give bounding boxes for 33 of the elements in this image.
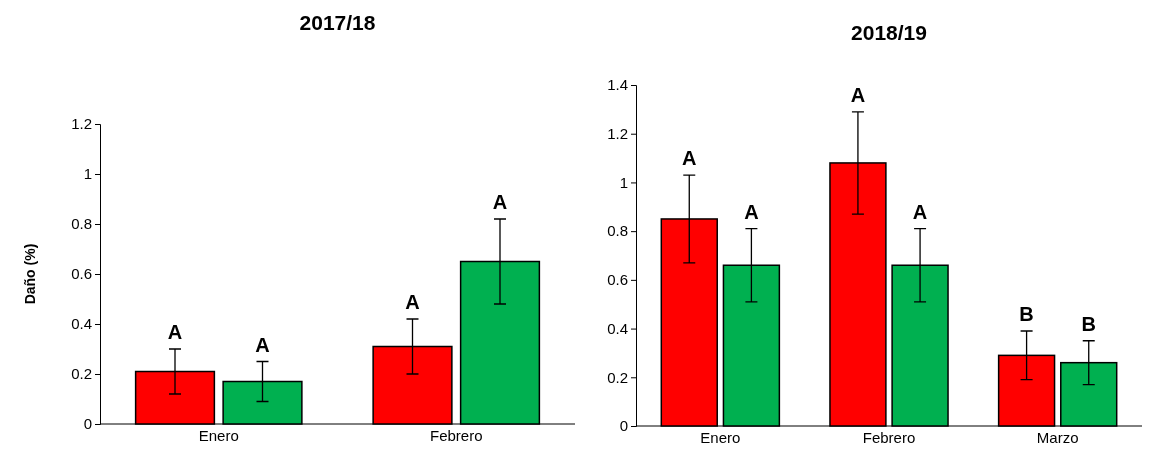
data-label: A (850, 83, 866, 106)
x-tick-label: Febrero (429, 426, 483, 444)
y-tick-label: 0.4 (71, 315, 92, 333)
chart-title: 2018/19 (851, 21, 927, 44)
y-tick-label: 0.2 (71, 365, 92, 383)
y-tick-label: 0 (619, 417, 628, 435)
data-label: B (1081, 312, 1096, 335)
data-label: A (744, 200, 759, 223)
x-tick-label: Enero (700, 428, 741, 446)
y-tick-label: 1 (83, 165, 92, 183)
y-tick-label: 0.2 (607, 368, 628, 386)
data-label: A (682, 147, 697, 170)
data-label: A (912, 200, 928, 223)
chart-title: 2017/18 (299, 11, 376, 34)
y-tick-label: 0.8 (607, 222, 628, 240)
data-label: A (167, 321, 183, 343)
y-tick-label: 0.4 (607, 319, 628, 337)
y-axis-title: Daño (%) (22, 243, 38, 305)
data-label: B (1019, 303, 1034, 326)
y-tick-label: 0.8 (71, 215, 92, 233)
x-tick-label: Febrero (862, 428, 916, 446)
y-tick-label: 1.2 (71, 115, 92, 133)
x-tick-label: Marzo (1036, 428, 1079, 446)
y-tick-label: 1.4 (607, 76, 628, 94)
y-tick-label: 0 (83, 415, 92, 433)
x-tick-label: Enero (198, 426, 239, 444)
data-label: A (405, 291, 420, 313)
y-tick-label: 0.6 (71, 265, 92, 283)
y-tick-label: 1 (619, 173, 628, 191)
data-label: A (492, 191, 508, 213)
y-tick-label: 1.2 (607, 125, 628, 143)
data-label: A (255, 333, 270, 356)
y-tick-label: 0.6 (607, 271, 628, 289)
